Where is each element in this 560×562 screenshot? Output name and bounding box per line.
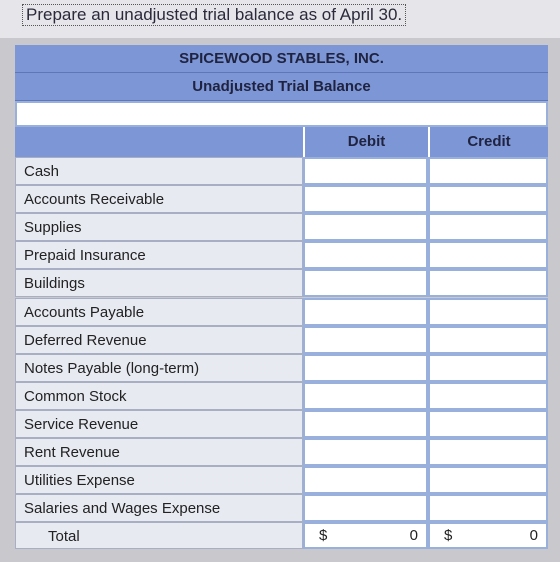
account-name: Utilities Expense [15, 466, 303, 495]
instruction-bar: Prepare an unadjusted trial balance as o… [0, 0, 560, 38]
debit-input[interactable] [303, 157, 428, 186]
credit-input[interactable] [428, 185, 548, 214]
account-name: Accounts Payable [15, 297, 303, 326]
column-header-blank [15, 127, 303, 157]
total-cell [303, 522, 428, 550]
credit-input[interactable] [428, 353, 548, 382]
total-cell [428, 522, 548, 550]
credit-input[interactable] [428, 438, 548, 467]
credit-input[interactable] [428, 325, 548, 354]
credit-input[interactable] [428, 494, 548, 523]
account-name: Buildings [15, 269, 303, 298]
debit-input[interactable] [303, 185, 428, 214]
column-header: Credit [428, 127, 548, 157]
instruction: Prepare an unadjusted trial balance as o… [22, 4, 407, 26]
debit-input[interactable] [303, 269, 428, 298]
account-name: Accounts Receivable [15, 185, 303, 214]
table-subtitle: Unadjusted Trial Balance [15, 73, 548, 101]
credit-input[interactable] [428, 269, 548, 298]
debit-input[interactable] [303, 466, 428, 495]
debit-input[interactable] [303, 213, 428, 242]
account-name: Salaries and Wages Expense [15, 494, 303, 523]
total-label: Total [15, 522, 303, 550]
debit-input[interactable] [303, 297, 428, 326]
debit-input[interactable] [303, 353, 428, 382]
currency-symbol: $ [319, 527, 328, 545]
credit-input[interactable] [428, 213, 548, 242]
debit-input[interactable] [303, 325, 428, 354]
debit-input[interactable] [303, 494, 428, 523]
date-input[interactable] [15, 101, 548, 127]
account-name: Supplies [15, 213, 303, 242]
credit-input[interactable] [428, 381, 548, 410]
account-name: Cash [15, 157, 303, 186]
debit-input[interactable] [303, 381, 428, 410]
account-name: Common Stock [15, 381, 303, 410]
account-name: Service Revenue [15, 409, 303, 438]
credit-input[interactable] [428, 409, 548, 438]
credit-input[interactable] [428, 297, 548, 326]
credit-input[interactable] [428, 157, 548, 186]
total-value: 0 [409, 527, 418, 545]
currency-symbol: $ [444, 527, 453, 545]
company-name: SPICEWOOD STABLES, INC. [15, 45, 548, 73]
debit-input[interactable] [303, 409, 428, 438]
account-name: Notes Payable (long-term) [15, 353, 303, 382]
column-header: Debit [303, 127, 428, 157]
debit-input[interactable] [303, 241, 428, 270]
total-value: 0 [529, 527, 538, 545]
account-name: Prepaid Insurance [15, 241, 303, 270]
credit-input[interactable] [428, 466, 548, 495]
account-name: Deferred Revenue [15, 325, 303, 354]
account-name: Rent Revenue [15, 438, 303, 467]
debit-input[interactable] [303, 438, 428, 467]
credit-input[interactable] [428, 241, 548, 270]
